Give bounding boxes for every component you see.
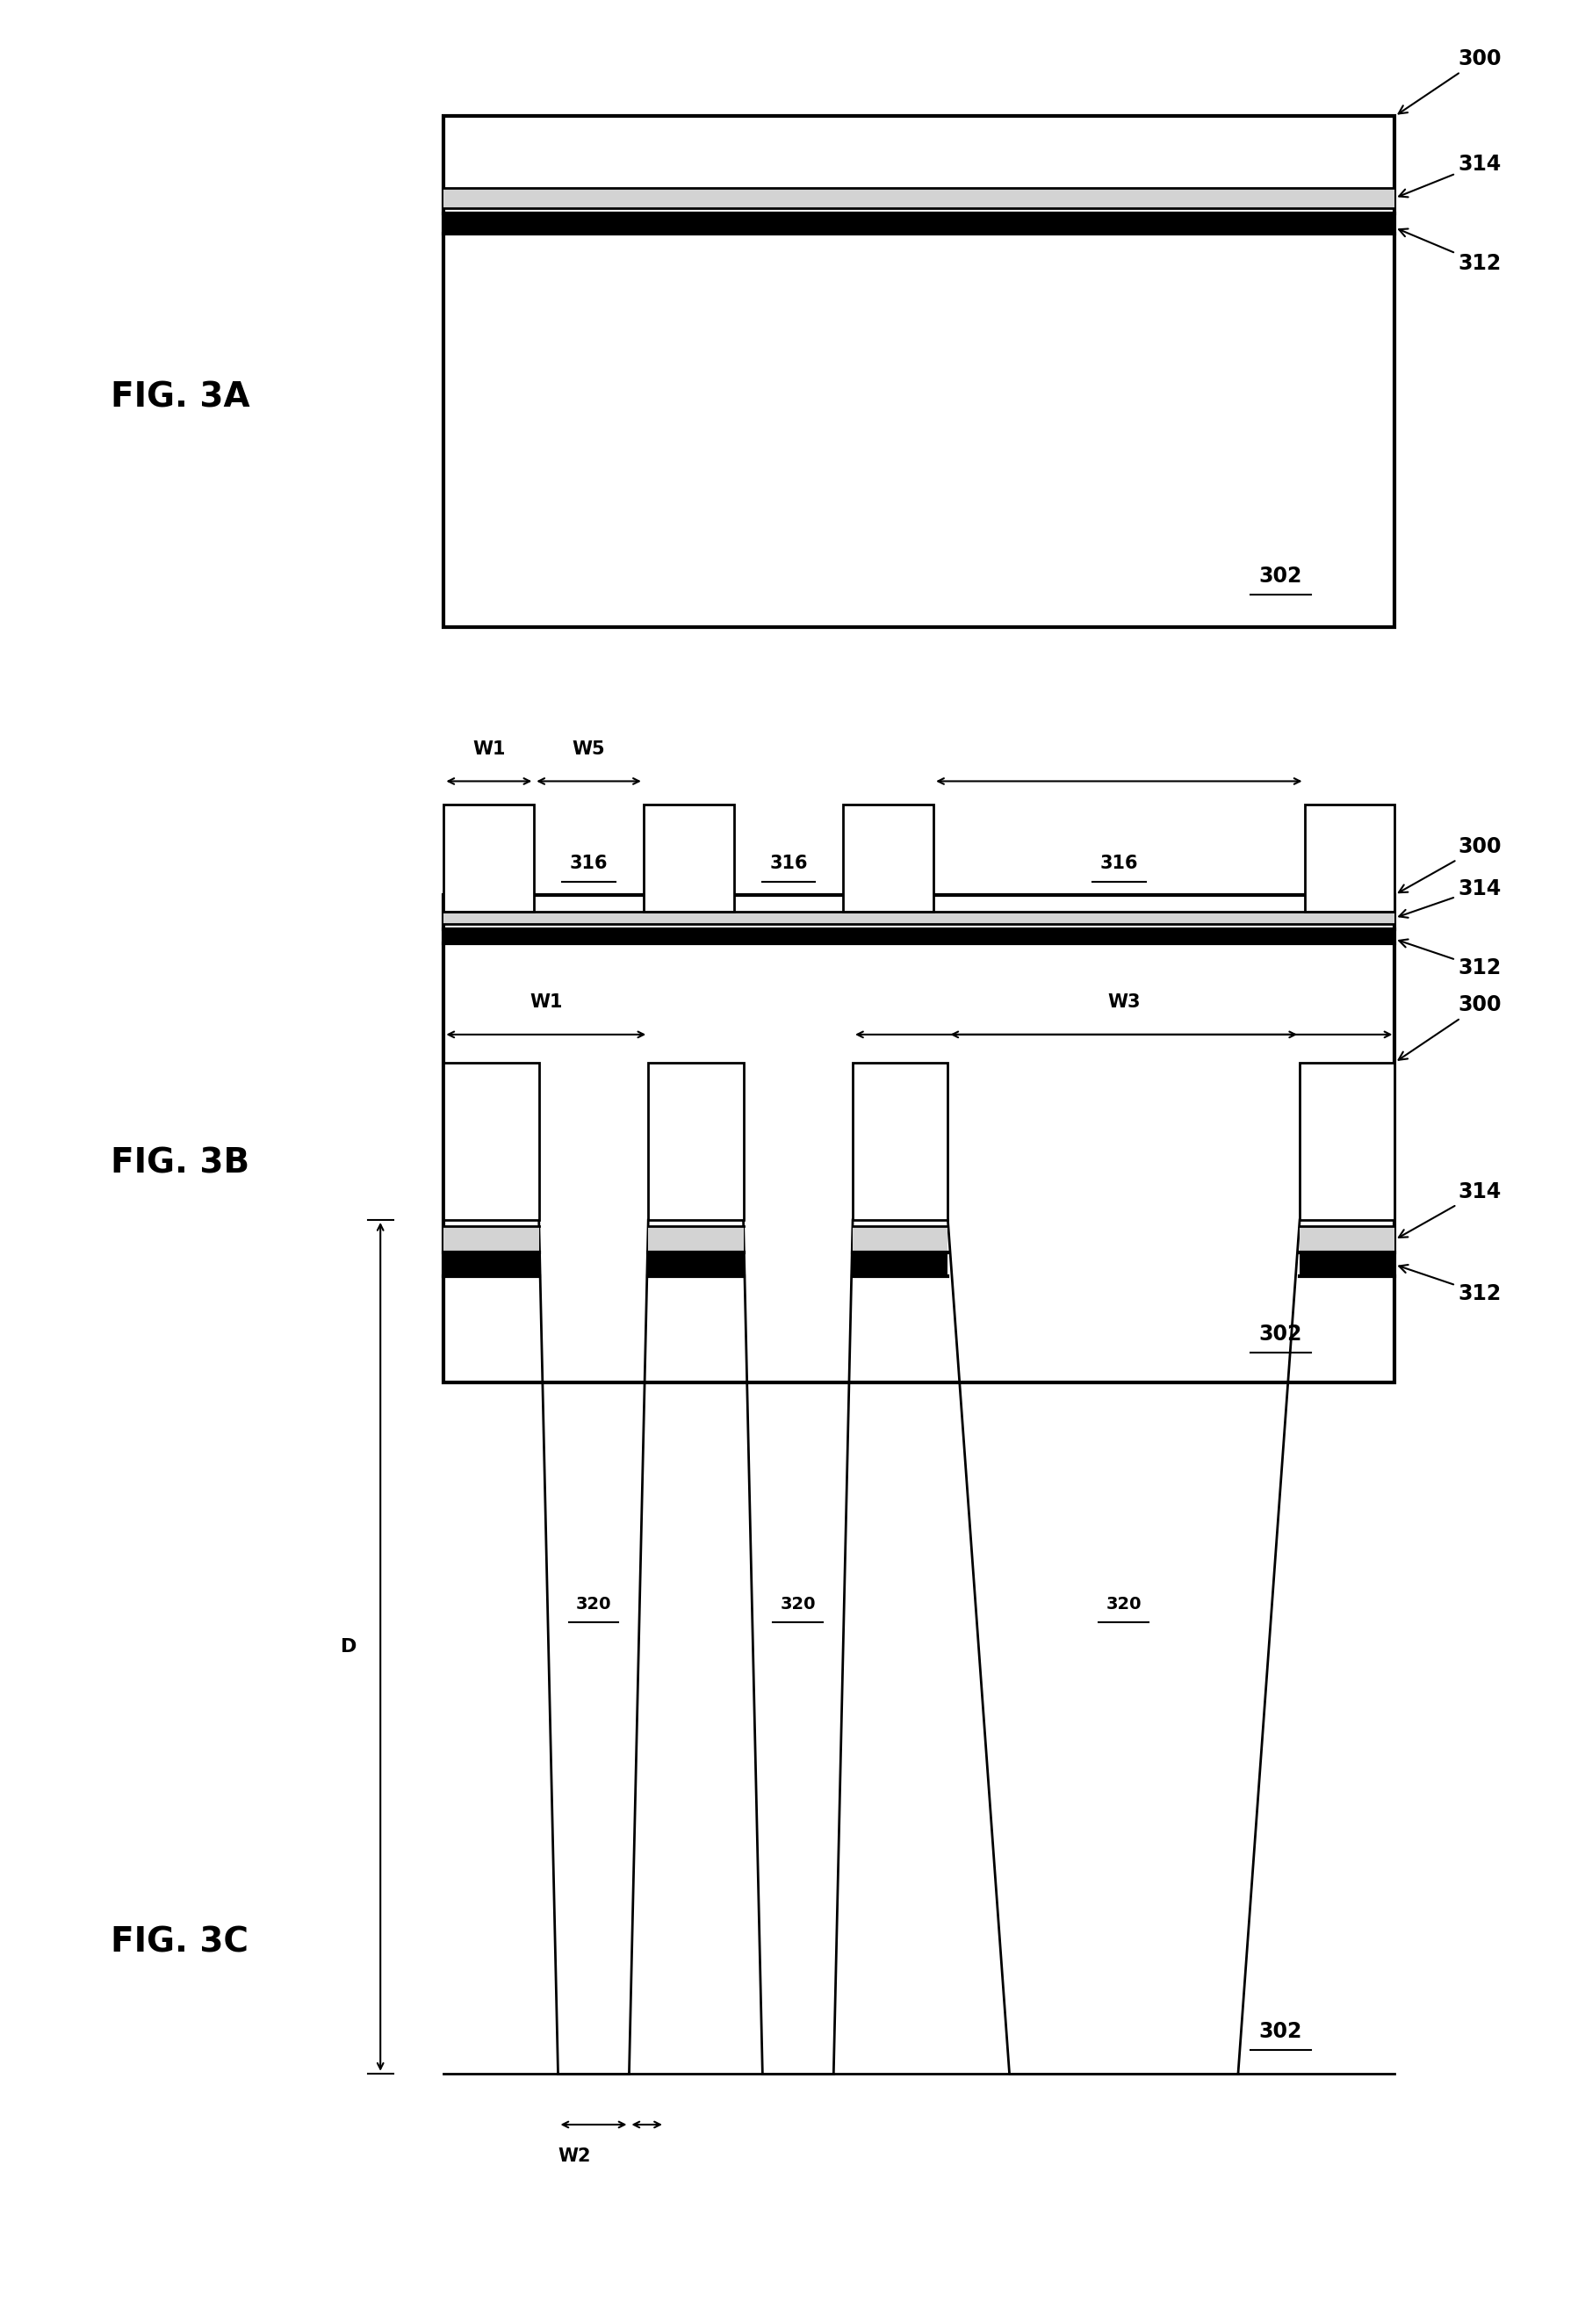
Text: 314: 314 xyxy=(1400,153,1501,198)
Text: 314: 314 xyxy=(1398,1181,1501,1236)
Text: 320: 320 xyxy=(1106,1597,1141,1613)
Text: FIG. 3A: FIG. 3A xyxy=(111,381,250,414)
Text: 316: 316 xyxy=(769,855,808,872)
Text: 316: 316 xyxy=(678,1132,713,1150)
Bar xyxy=(444,116,1395,627)
Text: 300: 300 xyxy=(1398,995,1501,1060)
Bar xyxy=(843,804,934,911)
Text: 300: 300 xyxy=(1398,49,1501,114)
Bar xyxy=(648,1062,743,1220)
Bar xyxy=(1304,804,1395,911)
Text: 312: 312 xyxy=(1400,228,1501,274)
Text: 302: 302 xyxy=(1258,1322,1303,1346)
Text: 316: 316 xyxy=(569,855,609,872)
Bar xyxy=(1300,1062,1395,1220)
Text: W3: W3 xyxy=(1108,995,1140,1011)
Bar xyxy=(444,895,1395,1383)
Text: FIG. 3B: FIG. 3B xyxy=(111,1146,250,1181)
Text: 312: 312 xyxy=(1400,1264,1501,1304)
Text: 316: 316 xyxy=(1100,855,1138,872)
Text: D: D xyxy=(341,1638,357,1655)
Text: 312: 312 xyxy=(1400,939,1501,978)
Text: 320: 320 xyxy=(575,1597,612,1613)
Text: 314: 314 xyxy=(1400,878,1501,918)
Text: FIG. 3C: FIG. 3C xyxy=(111,1927,249,1959)
Text: 302: 302 xyxy=(1258,2022,1303,2043)
Text: W2: W2 xyxy=(558,2147,591,2166)
Text: 302: 302 xyxy=(1258,565,1303,588)
Bar xyxy=(853,1062,948,1220)
Text: W5: W5 xyxy=(572,741,605,758)
Text: W1: W1 xyxy=(472,741,506,758)
Text: 320: 320 xyxy=(780,1597,816,1613)
Text: 316: 316 xyxy=(474,1132,509,1150)
Bar xyxy=(644,804,734,911)
Text: 300: 300 xyxy=(1398,837,1501,892)
Text: W1: W1 xyxy=(529,995,563,1011)
Bar xyxy=(444,804,534,911)
Bar xyxy=(444,1062,539,1220)
